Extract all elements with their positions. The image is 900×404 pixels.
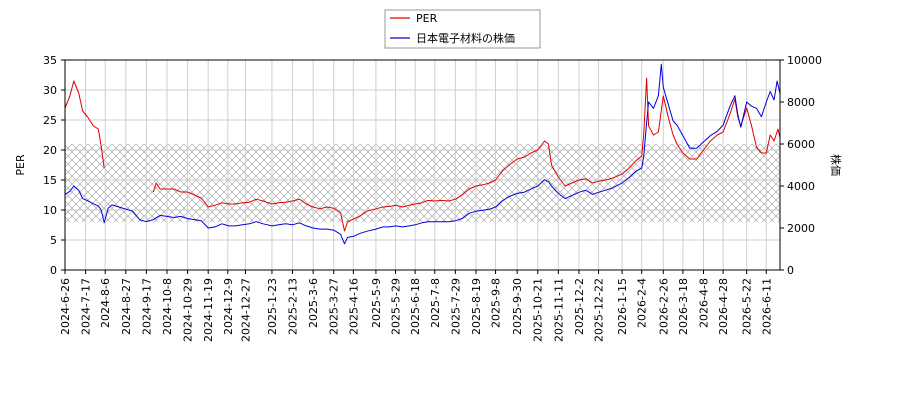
- legend: PER 日本電子材料の株価: [384, 9, 541, 49]
- x-tick-label: 2024-8-27: [120, 278, 133, 335]
- x-tick-label: 2025-3-27: [328, 278, 341, 335]
- x-tick-label: 2026-2-4: [636, 278, 649, 328]
- series-layer: [65, 63, 780, 245]
- x-tick-label: 2026-1-15: [616, 278, 629, 335]
- x-tick-label: 2025-5-9: [370, 278, 383, 328]
- x-tick-label: 2025-1-23: [266, 278, 279, 335]
- x-tick-label: 2025-10-21: [532, 278, 545, 342]
- legend-per-label: PER: [416, 12, 438, 25]
- x-tick-label: 2026-3-18: [677, 278, 690, 335]
- x-tick-label: 2025-2-13: [287, 278, 300, 335]
- y-left-tick-label: 5: [50, 234, 57, 247]
- x-tick-label: 2024-9-17: [140, 278, 153, 335]
- y-left-tick-label: 15: [43, 174, 57, 187]
- x-tick-label: 2025-12-22: [593, 278, 606, 342]
- axis-layer: 0 5 10 15 20 25 30 35 0 2000 4000 6000 8000 10000 2024…: [43, 54, 822, 342]
- x-tick-label: 2026-4-8: [697, 278, 710, 328]
- x-tick-label: 2025-7-8: [429, 278, 442, 328]
- x-tick-label: 2026-2-26: [657, 278, 670, 335]
- y-right-tick-label: 8000: [787, 96, 815, 109]
- x-tick-label: 2025-11-11: [552, 278, 565, 342]
- y-right-tick-label: 6000: [787, 138, 815, 151]
- x-tick-label: 2026-4-28: [717, 278, 730, 335]
- stock-price-line: [65, 63, 780, 245]
- y-right-tick-label: 10000: [787, 54, 822, 67]
- y-left-tick-label: 10: [43, 204, 57, 217]
- x-tick-label: 2024-7-17: [80, 278, 93, 335]
- y-left-tick-label: 30: [43, 84, 57, 97]
- y-left-axis-label: PER: [14, 154, 27, 176]
- y-left-tick-label: 0: [50, 264, 57, 277]
- y-right-tick-label: 0: [787, 264, 794, 277]
- x-tick-label: 2025-6-18: [409, 278, 422, 335]
- x-tick-label: 2024-12-9: [222, 278, 235, 335]
- x-tick-label: 2024-10-8: [161, 278, 174, 335]
- x-tick-label: 2025-7-29: [449, 278, 462, 335]
- x-tick-label: 2026-5-22: [741, 278, 754, 335]
- y-right-axis-label: 株価: [829, 154, 843, 176]
- y-right-tick-label: 2000: [787, 222, 815, 235]
- x-tick-label: 2025-9-30: [511, 278, 524, 335]
- x-tick-label: 2025-5-29: [390, 278, 403, 335]
- per-line: [152, 77, 780, 232]
- y-right-tick-label: 4000: [787, 180, 815, 193]
- legend-price-label: 日本電子材料の株価: [416, 31, 515, 45]
- hatched-band: [65, 144, 780, 222]
- x-tick-label: 2025-3-6: [307, 278, 320, 328]
- legend-box: [384, 9, 541, 49]
- hatched-band-layer: [65, 144, 780, 222]
- x-tick-label: 2024-8-6: [99, 278, 112, 328]
- x-tick-label: 2024-6-26: [59, 278, 72, 335]
- x-tick-label: 2025-12-2: [573, 278, 586, 335]
- x-tick-label: 2026-6-11: [760, 278, 773, 335]
- x-tick-label: 2025-4-16: [347, 278, 360, 335]
- plot-frame: [64, 59, 781, 271]
- y-left-tick-label: 35: [43, 54, 57, 67]
- x-tick-label: 2024-12-27: [239, 278, 252, 342]
- x-tick-label: 2025-9-8: [490, 278, 503, 328]
- x-tick-label: 2024-10-29: [182, 278, 195, 342]
- x-tick-label: 2025-8-19: [470, 278, 483, 335]
- x-tick-label: 2024-11-19: [202, 278, 215, 342]
- per-line: [65, 80, 105, 169]
- y-left-tick-label: 20: [43, 144, 57, 157]
- y-left-tick-label: 25: [43, 114, 57, 127]
